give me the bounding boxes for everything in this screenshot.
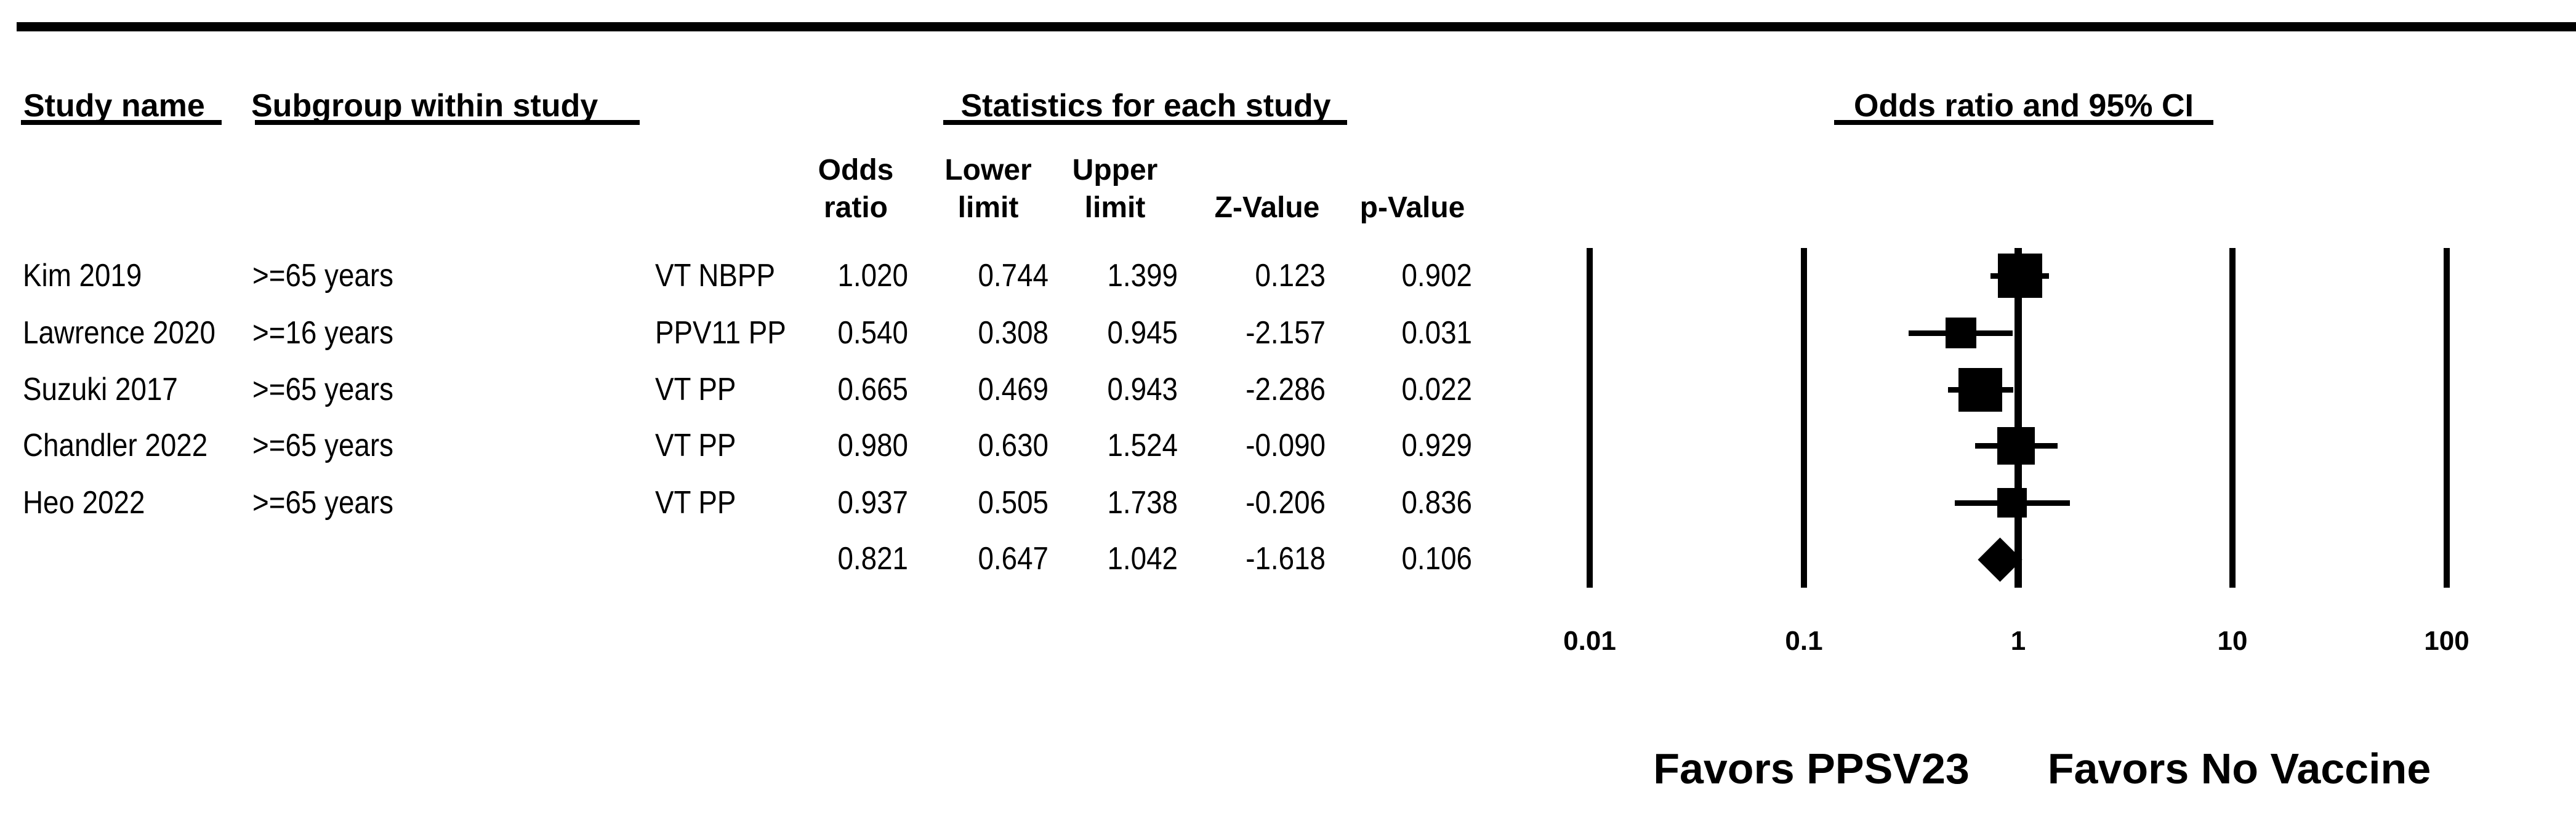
study-p-value-cell: 0.836: [1401, 485, 1472, 521]
favors-ppsv23-label: Favors PPSV23: [1653, 745, 1970, 793]
summary-p-value-cell: 0.106: [1401, 541, 1472, 577]
study-name-underline: [21, 120, 222, 125]
study-upper-limit-cell: 0.943: [1107, 372, 1178, 407]
study-p-value-cell: 0.022: [1401, 372, 1472, 407]
study-name-column-header: Study name: [23, 88, 205, 124]
study-p-value-cell: 0.929: [1401, 428, 1472, 463]
study-lower-limit-cell: 0.505: [978, 485, 1049, 521]
study-p-value-cell: 0.902: [1401, 258, 1472, 294]
study-name-cell: Lawrence 2020: [23, 315, 215, 351]
stat-column-header: p-Value: [1359, 191, 1465, 224]
subgroup-cell: >=65 years: [252, 428, 393, 463]
study-name-cell: Heo 2022: [23, 485, 145, 521]
summary-odds-ratio-cell: 0.821: [837, 541, 908, 577]
subgroup-cell: >=16 years: [252, 315, 393, 351]
statistics-underline: [943, 120, 1347, 125]
population-cell: PPV11 PP: [655, 315, 786, 351]
study-name-cell: Suzuki 2017: [23, 372, 178, 407]
subgroup-cell: >=65 years: [252, 485, 393, 521]
axis-line-0.1: [1801, 248, 1807, 588]
study-upper-limit-cell: 1.524: [1107, 428, 1178, 463]
subgroup-column-header: Subgroup within study: [251, 88, 598, 124]
or-marker: [1946, 318, 1976, 348]
or-marker: [1958, 368, 2002, 412]
subgroup-underline: [255, 120, 640, 125]
subgroup-cell: >=65 years: [252, 258, 393, 294]
study-odds-ratio-cell: 0.980: [837, 428, 908, 463]
axis-tick-label-0.1: 0.1: [1785, 626, 1823, 656]
study-upper-limit-cell: 0.945: [1107, 315, 1178, 351]
study-odds-ratio-cell: 0.665: [837, 372, 908, 407]
stat-column-header: Lower: [944, 154, 1032, 186]
stat-column-header: Z-Value: [1214, 191, 1320, 224]
or-marker: [1997, 488, 2027, 518]
study-lower-limit-cell: 0.744: [978, 258, 1049, 294]
study-z-value-cell: -0.206: [1246, 485, 1326, 521]
axis-tick-label-10: 10: [2217, 626, 2248, 656]
population-cell: VT NBPP: [655, 258, 775, 294]
favors-no-vaccine-label: Favors No Vaccine: [2047, 745, 2431, 793]
study-z-value-cell: -2.157: [1246, 315, 1326, 351]
axis-line-0.01: [1587, 248, 1593, 588]
stat-column-header: limit: [957, 191, 1019, 224]
study-z-value-cell: 0.123: [1255, 258, 1326, 294]
study-lower-limit-cell: 0.308: [978, 315, 1049, 351]
population-cell: VT PP: [655, 428, 736, 463]
study-odds-ratio-cell: 0.937: [837, 485, 908, 521]
summary-lower-limit-cell: 0.647: [978, 541, 1049, 577]
axis-tick-label-0.01: 0.01: [1563, 626, 1616, 656]
study-upper-limit-cell: 1.399: [1107, 258, 1178, 294]
stat-column-header: ratio: [823, 191, 888, 224]
study-name-cell: Chandler 2022: [23, 428, 208, 463]
stat-column-header: Odds: [818, 154, 894, 186]
axis-tick-label-1: 1: [2010, 626, 2026, 656]
study-odds-ratio-cell: 0.540: [837, 315, 908, 351]
axis-line-10: [2229, 248, 2236, 588]
axis-line-1: [2015, 248, 2022, 588]
or-marker: [1998, 254, 2042, 298]
study-z-value-cell: -0.090: [1246, 428, 1326, 463]
odds-ratio-ci-underline: [1834, 120, 2213, 125]
study-lower-limit-cell: 0.469: [978, 372, 1049, 407]
odds-ratio-ci-group-header: Odds ratio and 95% CI: [1854, 88, 2194, 124]
population-cell: VT PP: [655, 372, 736, 407]
study-z-value-cell: -2.286: [1246, 372, 1326, 407]
summary-z-value-cell: -1.618: [1246, 541, 1326, 577]
stat-column-header: limit: [1084, 191, 1146, 224]
stat-column-header: Upper: [1072, 154, 1158, 186]
study-upper-limit-cell: 1.738: [1107, 485, 1178, 521]
study-lower-limit-cell: 0.630: [978, 428, 1049, 463]
study-odds-ratio-cell: 1.020: [837, 258, 908, 294]
summary-upper-limit-cell: 1.042: [1107, 541, 1178, 577]
axis-tick-label-100: 100: [2424, 626, 2469, 656]
study-p-value-cell: 0.031: [1401, 315, 1472, 351]
subgroup-cell: >=65 years: [252, 372, 393, 407]
study-name-cell: Kim 2019: [23, 258, 142, 294]
population-cell: VT PP: [655, 485, 736, 521]
top-rule: [17, 22, 2576, 31]
axis-line-100: [2444, 248, 2450, 588]
statistics-group-header: Statistics for each study: [960, 88, 1331, 124]
or-marker: [1997, 427, 2035, 465]
